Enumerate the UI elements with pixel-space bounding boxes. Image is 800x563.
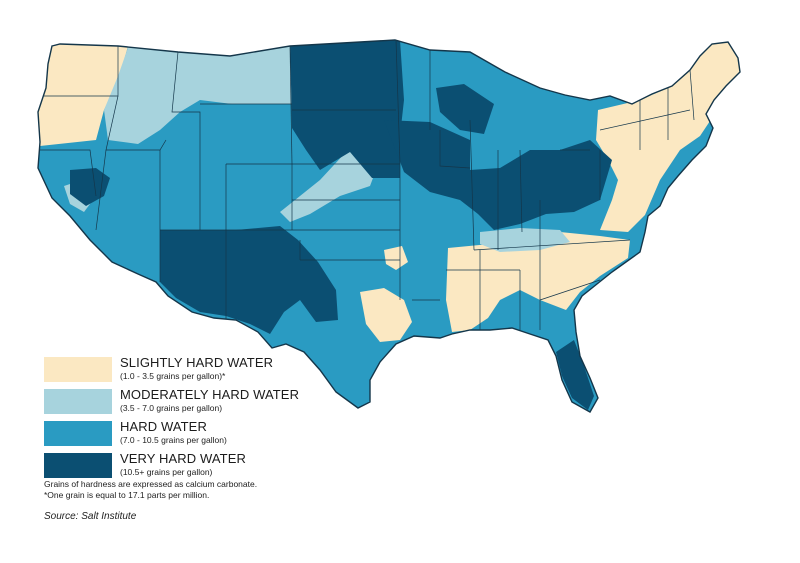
region-very-hard-michigan — [436, 84, 494, 134]
region-slightly-hard-oklahoma — [384, 246, 408, 270]
note-grain-conversion: *One grain is equal to 17.1 parts per mi… — [44, 489, 210, 500]
region-very-hard-florida — [556, 340, 594, 410]
legend-range: (3.5 - 7.0 grains per gallon) — [120, 403, 223, 413]
footnotes: Grains of hardness are expressed as calc… — [44, 479, 257, 500]
legend-item-moderately-hard: MODERATELY HARD WATER (3.5 - 7.0 grains … — [44, 387, 374, 419]
region-moderately-hard-tennessee — [480, 228, 570, 252]
region-very-hard-southwest — [160, 226, 338, 334]
legend-range: (7.0 - 10.5 grains per gallon) — [120, 435, 227, 445]
region-very-hard-dakotas — [290, 40, 404, 178]
region-moderately-hard-kansas — [280, 150, 376, 222]
region-slightly-hard-northeast — [596, 40, 740, 232]
source-credit: Source: Salt Institute — [44, 511, 137, 522]
region-slightly-hard-texas-east — [360, 288, 412, 342]
region-moderately-hard-montana — [104, 42, 296, 144]
legend-item-slightly-hard: SLIGHTLY HARD WATER (1.0 - 3.5 grains pe… — [44, 355, 374, 387]
legend-swatch-slightly-hard — [44, 357, 112, 382]
region-slightly-hard-northwest — [38, 40, 130, 146]
region-slightly-hard-southeast — [446, 232, 630, 332]
legend-label: HARD WATER — [120, 419, 207, 434]
legend-item-hard: HARD WATER (7.0 - 10.5 grains per gallon… — [44, 419, 374, 451]
legend-swatch-hard — [44, 421, 112, 446]
legend-swatch-moderately-hard — [44, 389, 112, 414]
legend: SLIGHTLY HARD WATER (1.0 - 3.5 grains pe… — [44, 355, 374, 483]
legend-label: MODERATELY HARD WATER — [120, 387, 300, 402]
legend-swatch-very-hard — [44, 453, 112, 478]
legend-range: (10.5+ grains per gallon) — [120, 467, 213, 477]
legend-range: (1.0 - 3.5 grains per gallon)* — [120, 371, 226, 381]
legend-label: SLIGHTLY HARD WATER — [120, 355, 274, 370]
legend-item-very-hard: VERY HARD WATER (10.5+ grains per gallon… — [44, 451, 374, 483]
legend-label: VERY HARD WATER — [120, 451, 246, 466]
state-borders — [38, 40, 695, 330]
note-calcium-carbonate: Grains of hardness are expressed as calc… — [44, 479, 258, 489]
